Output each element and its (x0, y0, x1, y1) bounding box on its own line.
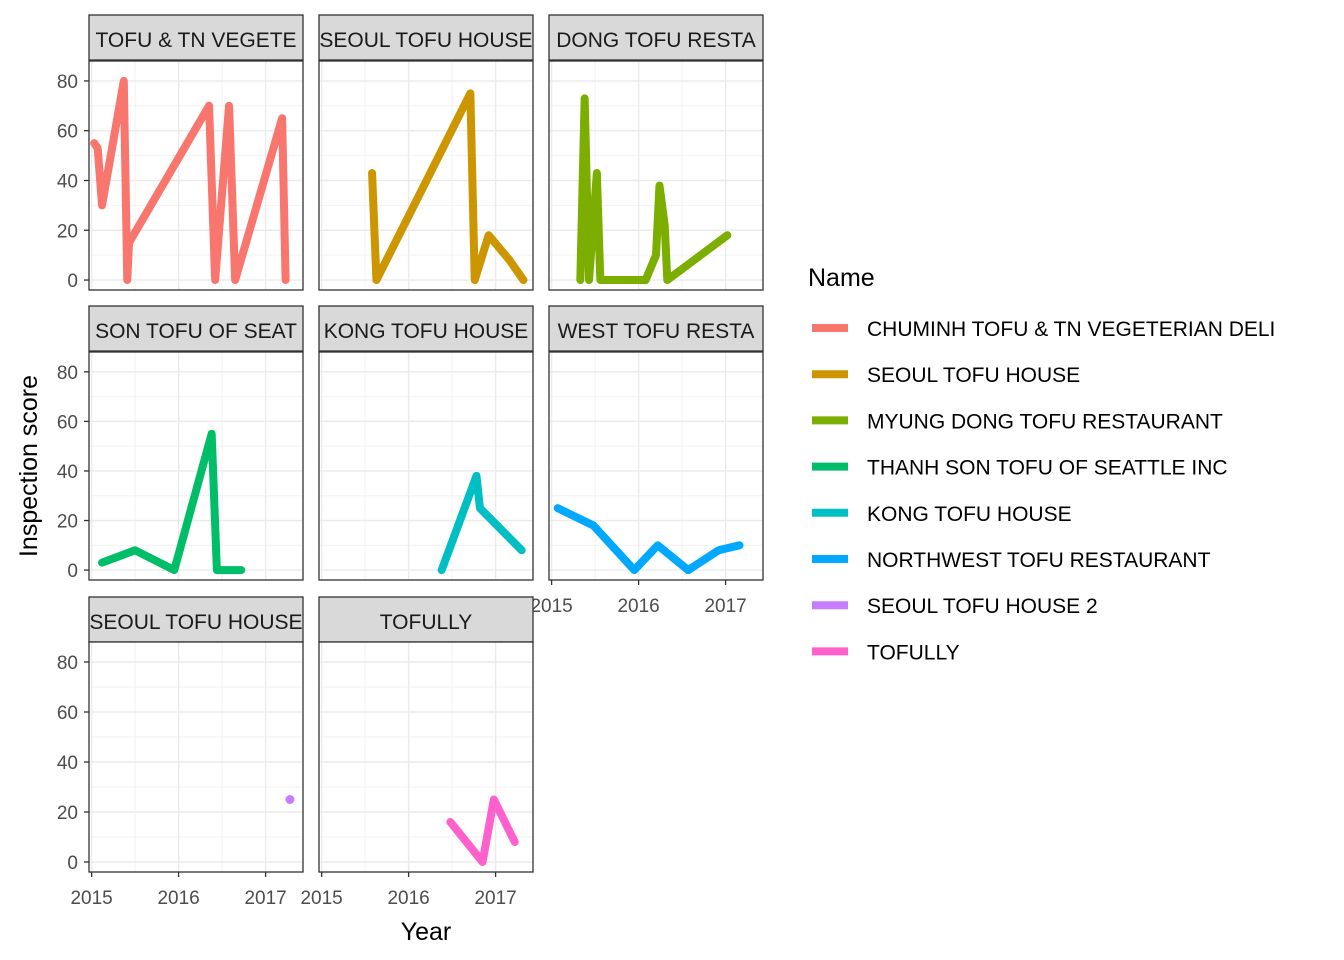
y-axis-title: Inspection score (15, 375, 43, 557)
y-tick-label: 40 (57, 753, 78, 774)
y-tick-label: 80 (57, 653, 78, 674)
x-tick-label: 2015 (530, 596, 572, 617)
y-tick-label: 0 (67, 853, 78, 874)
facet-panel: SEOUL TOFU HOUSE (319, 15, 533, 290)
y-tick-label: 20 (57, 512, 78, 533)
y-tick-label: 60 (57, 122, 78, 143)
y-tick-label: 40 (57, 171, 78, 192)
x-tick-label: 2017 (244, 888, 286, 909)
legend: Name CHUMINH TOFU & TN VEGETERIAN DELI SE… (808, 264, 1275, 664)
y-tick-label: 40 (57, 462, 78, 483)
facet-strip-label: TOFULLY (380, 611, 473, 634)
legend-label: KONG TOFU HOUSE (867, 503, 1072, 526)
y-tick-label: 0 (67, 561, 78, 582)
x-tick-label: 2016 (617, 596, 659, 617)
x-tick-label: 2015 (70, 888, 112, 909)
x-tick-label: 2016 (387, 888, 429, 909)
y-tick-label: 20 (57, 803, 78, 824)
facet-panel: SON TOFU OF SEAT 0 20 40 60 80 (57, 306, 303, 582)
legend-label: MYUNG DONG TOFU RESTAURANT (867, 410, 1223, 433)
facet-strip-label: SON TOFU OF SEAT (95, 320, 297, 343)
y-tick-label: 80 (57, 72, 78, 93)
facet-panel: SEOUL TOFU HOUSE 0 20 40 60 80 2015 2016 2017 (57, 597, 303, 909)
x-axis-title: Year (401, 918, 452, 946)
facet-strip-label: DONG TOFU RESTA (556, 29, 756, 52)
y-tick-label: 80 (57, 363, 78, 384)
y-tick-label: 60 (57, 703, 78, 724)
facet-panel: KONG TOFU HOUSE (319, 306, 533, 580)
facet-strip-label: SEOUL TOFU HOUSE (319, 29, 532, 52)
facet-panel: TOFULLY 2015 2016 2017 (300, 597, 533, 909)
facet-panel: DONG TOFU RESTA (549, 15, 763, 290)
y-tick-label: 0 (67, 271, 78, 292)
legend-label: THANH SON TOFU OF SEATTLE INC (867, 457, 1228, 480)
legend-label: SEOUL TOFU HOUSE 2 (867, 595, 1098, 618)
y-tick-label: 60 (57, 412, 78, 433)
facet-strip-label: KONG TOFU HOUSE (324, 320, 529, 343)
legend-label: TOFULLY (867, 641, 960, 664)
series-point (285, 795, 294, 804)
facet-strip-label: TOFU & TN VEGETE (95, 29, 296, 52)
legend-label: SEOUL TOFU HOUSE (867, 364, 1080, 387)
y-tick-label: 20 (57, 221, 78, 242)
legend-title: Name (808, 264, 875, 292)
x-tick-label: 2015 (300, 888, 342, 909)
legend-label: CHUMINH TOFU & TN VEGETERIAN DELI (867, 318, 1275, 341)
facet-strip-label: SEOUL TOFU HOUSE (89, 611, 302, 634)
facet-panel: TOFU & TN VEGETE 0 20 40 60 80 (57, 15, 303, 292)
facet-panel: WEST TOFU RESTA 2015 2016 2017 (530, 306, 763, 617)
x-tick-label: 2017 (704, 596, 746, 617)
x-tick-label: 2017 (474, 888, 516, 909)
legend-label: NORTHWEST TOFU RESTAURANT (867, 549, 1211, 572)
x-tick-label: 2016 (157, 888, 199, 909)
facet-strip-label: WEST TOFU RESTA (558, 320, 755, 343)
